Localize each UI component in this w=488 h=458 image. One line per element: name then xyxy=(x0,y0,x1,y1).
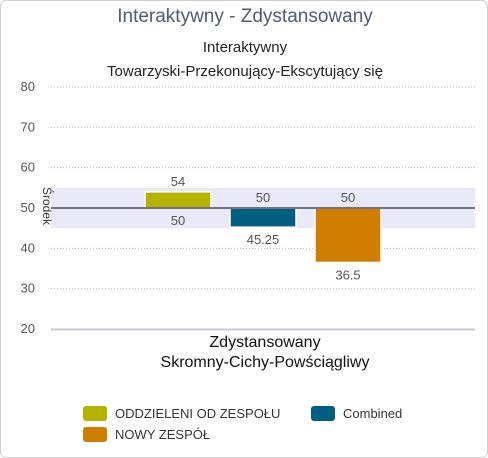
y-tick-label: 20 xyxy=(21,321,35,336)
legend-swatch xyxy=(311,406,335,421)
bar-chart: 20 30 40 50 60 70 80 54 50 50 45.25 50 36.5 Środek xyxy=(21,79,475,336)
legend-item-nowy-zespol[interactable]: NOWY ZESPÓŁ xyxy=(83,427,210,442)
y-tick-label: 40 xyxy=(21,240,35,255)
legend-swatch xyxy=(83,406,107,421)
bar-top-label: 54 xyxy=(171,174,185,189)
bar-1 xyxy=(229,207,297,228)
chart-title: Interaktywny xyxy=(202,39,288,56)
y-tick-label: 80 xyxy=(21,79,35,94)
page-title: Interaktywny - Zdystansowany xyxy=(117,6,373,27)
bar-top-label: 50 xyxy=(341,190,355,205)
chart-subtitle: Towarzyski-Przekonujący-Ekscytujący się xyxy=(107,63,383,80)
bar-top-label: 50 xyxy=(256,190,270,205)
y-tick-label: 30 xyxy=(21,281,35,296)
y-tick-label: 60 xyxy=(21,160,35,175)
x-axis-sublabel: Skromny-Cichy-Powściągliwy xyxy=(160,354,370,371)
legend-item-oddzieleni[interactable]: ODDZIELENI OD ZESPOŁU xyxy=(83,406,280,421)
bar-2 xyxy=(314,207,382,264)
bar-bottom-label: 36.5 xyxy=(335,267,360,282)
x-axis-label: Zdystansowany xyxy=(209,334,321,351)
legend-label: ODDZIELENI OD ZESPOŁU xyxy=(115,406,281,421)
y-axis-label: Środek xyxy=(40,187,55,226)
legend-item-combined[interactable]: Combined xyxy=(311,406,402,421)
bar-bottom-label: 45.25 xyxy=(247,232,280,247)
bar-0 xyxy=(144,191,212,209)
bar-bottom-label: 50 xyxy=(171,213,185,228)
y-tick-label: 70 xyxy=(21,119,35,134)
legend-swatch xyxy=(83,427,107,442)
legend-label: NOWY ZESPÓŁ xyxy=(115,427,211,442)
y-tick-label: 50 xyxy=(21,200,35,215)
legend-label: Combined xyxy=(343,406,403,421)
